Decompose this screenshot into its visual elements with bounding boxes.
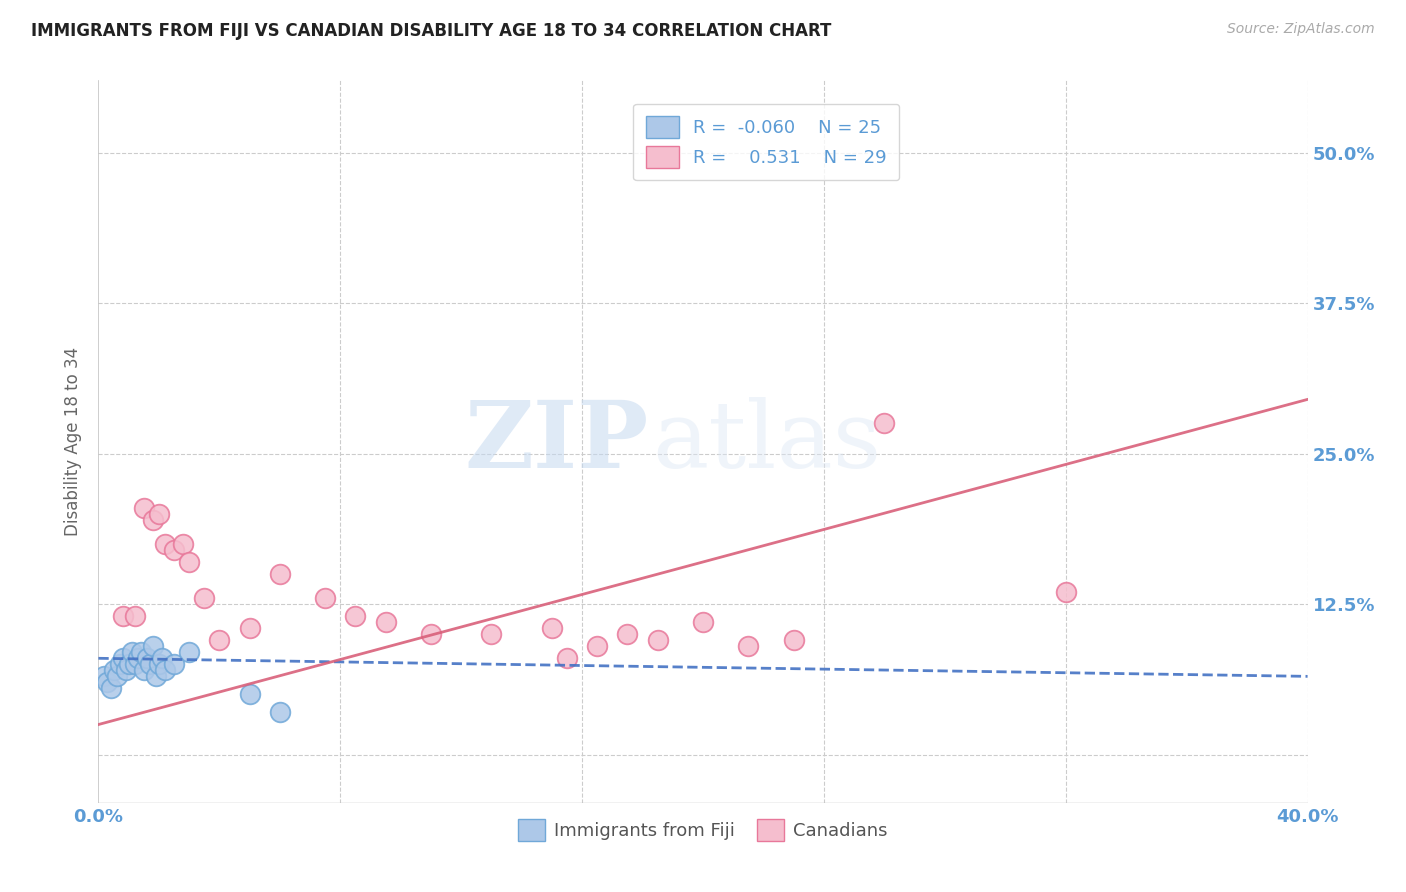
Point xyxy=(118,657,141,672)
Point xyxy=(616,627,638,641)
Point xyxy=(540,621,562,635)
Point xyxy=(142,513,165,527)
Point xyxy=(269,706,291,720)
Point xyxy=(692,615,714,630)
Point xyxy=(344,609,367,624)
Point xyxy=(100,681,122,696)
Point xyxy=(481,627,503,641)
Text: atlas: atlas xyxy=(652,397,882,486)
Point xyxy=(105,669,128,683)
Point xyxy=(142,639,165,653)
Point xyxy=(148,507,170,521)
Point xyxy=(132,664,155,678)
Point xyxy=(124,609,146,624)
Text: Source: ZipAtlas.com: Source: ZipAtlas.com xyxy=(1227,22,1375,37)
Point xyxy=(239,687,262,701)
Point xyxy=(314,591,336,606)
Y-axis label: Disability Age 18 to 34: Disability Age 18 to 34 xyxy=(65,347,83,536)
Point xyxy=(179,645,201,659)
Point xyxy=(129,645,152,659)
Point xyxy=(647,633,669,648)
Point xyxy=(586,639,609,653)
Point xyxy=(193,591,215,606)
Point xyxy=(783,633,806,648)
Point xyxy=(111,651,134,665)
Point xyxy=(374,615,396,630)
Point xyxy=(239,621,262,635)
Point xyxy=(139,657,162,672)
Point xyxy=(1054,585,1077,599)
Point xyxy=(96,675,118,690)
Point xyxy=(111,609,134,624)
Point xyxy=(163,657,186,672)
Point xyxy=(124,657,146,672)
Point xyxy=(108,657,131,672)
Point xyxy=(873,417,896,431)
Point xyxy=(555,651,578,665)
Point xyxy=(163,542,186,557)
Point xyxy=(148,657,170,672)
Legend: Immigrants from Fiji, Canadians: Immigrants from Fiji, Canadians xyxy=(512,812,894,848)
Point xyxy=(737,639,759,653)
Point xyxy=(150,651,173,665)
Point xyxy=(172,537,194,551)
Point xyxy=(103,664,125,678)
Point xyxy=(153,537,176,551)
Point xyxy=(93,669,115,683)
Point xyxy=(269,567,291,582)
Point xyxy=(135,651,157,665)
Point xyxy=(114,664,136,678)
Point xyxy=(179,555,201,569)
Point xyxy=(420,627,443,641)
Text: IMMIGRANTS FROM FIJI VS CANADIAN DISABILITY AGE 18 TO 34 CORRELATION CHART: IMMIGRANTS FROM FIJI VS CANADIAN DISABIL… xyxy=(31,22,831,40)
Point xyxy=(145,669,167,683)
Point xyxy=(132,500,155,515)
Point xyxy=(153,664,176,678)
Text: ZIP: ZIP xyxy=(464,397,648,486)
Point xyxy=(121,645,143,659)
Point xyxy=(208,633,231,648)
Point xyxy=(127,651,149,665)
